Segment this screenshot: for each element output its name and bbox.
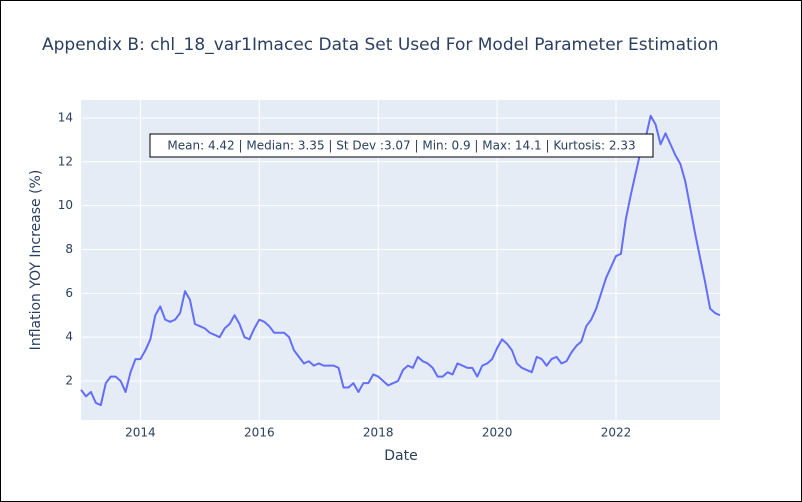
x-tick-label: 2022: [601, 426, 632, 440]
x-tick-label: 2018: [363, 426, 394, 440]
chart-title: Appendix B: chl_18_var1Imacec Data Set U…: [42, 35, 719, 55]
annotation-box: [149, 133, 654, 158]
y-tick-label: 14: [58, 110, 73, 124]
marks: [80, 114, 721, 407]
x-axis-label: Date: [384, 448, 417, 464]
annotation: Mean: 4.42 | Median: 3.35 | St Dev :3.07…: [167, 139, 635, 153]
x-tick-label: 2016: [244, 426, 275, 440]
y-axis-label: Inflation YOY Increase (%): [28, 170, 44, 351]
data-line: [80, 114, 721, 407]
x-tick-label: 2020: [482, 426, 513, 440]
y-tick-label: 8: [65, 242, 73, 256]
y-tick-label: 12: [58, 154, 73, 168]
y-tick-label: 2: [65, 373, 73, 387]
y-tick-label: 6: [65, 286, 73, 300]
x-tick-label: 2014: [125, 426, 156, 440]
y-tick-label: 10: [58, 198, 73, 212]
y-tick-label: 4: [65, 330, 73, 344]
